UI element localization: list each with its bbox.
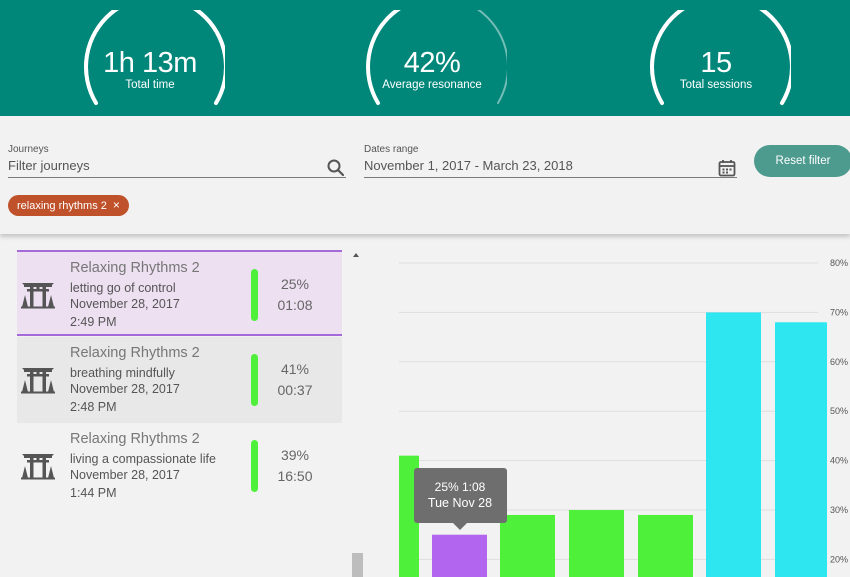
dates-range-input[interactable]: November 1, 2017 - March 23, 2018: [364, 156, 737, 178]
total-time-label: Total time: [125, 79, 175, 91]
journeys-filter-placeholder: Filter journeys: [8, 158, 90, 173]
dates-range-value: November 1, 2017 - March 23, 2018: [364, 158, 573, 173]
y-axis-tick-label: 50%: [830, 406, 848, 416]
search-icon[interactable]: [326, 158, 346, 178]
resonance-indicator: [251, 269, 258, 321]
session-time: 1:44 PM: [70, 486, 117, 500]
session-card[interactable]: Relaxing Rhythms 2 letting go of control…: [17, 250, 342, 336]
chart-bar[interactable]: [638, 514, 693, 577]
average-resonance-gauge: 42% Average resonance: [357, 10, 507, 116]
session-resonance: 41%: [280, 361, 310, 377]
session-duration: 01:08: [277, 297, 313, 313]
session-title: Relaxing Rhythms 2: [70, 431, 200, 447]
journey-filter-chip-label: relaxing rhythms 2: [17, 200, 107, 212]
chart-bar[interactable]: [432, 534, 487, 577]
temple-gate-icon: [21, 283, 55, 309]
session-date: November 28, 2017: [70, 468, 180, 482]
y-axis-tick-label: 70%: [830, 307, 848, 317]
gauge-arc-icon: [84, 10, 225, 105]
calendar-icon[interactable]: [717, 158, 737, 178]
total-time-gauge: 1h 13m Total time: [75, 10, 225, 116]
session-date: November 28, 2017: [70, 297, 180, 311]
resonance-indicator: [251, 440, 258, 492]
y-axis-tick-label: 30%: [830, 505, 848, 515]
session-card[interactable]: Relaxing Rhythms 2 breathing mindfully N…: [17, 337, 342, 423]
session-title: Relaxing Rhythms 2: [70, 345, 200, 361]
y-axis-tick-label: 60%: [830, 357, 848, 367]
temple-gate-icon: [21, 454, 55, 480]
resonance-indicator: [251, 354, 258, 406]
reset-filter-button[interactable]: Reset filter: [754, 145, 850, 177]
y-axis-tick-label: 80%: [830, 258, 848, 268]
journeys-label: Journeys: [8, 144, 49, 155]
session-title: Relaxing Rhythms 2: [70, 260, 200, 276]
gauge-arc-icon: [650, 10, 791, 105]
session-resonance: 25%: [280, 276, 310, 292]
average-resonance-value: 42%: [403, 47, 461, 79]
chart-bar[interactable]: [500, 514, 555, 577]
tooltip-arrow: [452, 522, 467, 530]
session-subtitle: living a compassionate life: [70, 452, 216, 466]
resonance-chart: 80% 70% 60% 50% 40% 30% 20% 25% 1:08 Tue Nov 2…: [366, 234, 850, 577]
session-time: 2:48 PM: [70, 400, 117, 414]
average-resonance-label: Average resonance: [382, 79, 482, 91]
y-axis-tick-label: 20%: [830, 554, 848, 564]
journeys-filter-input[interactable]: Filter journeys: [8, 156, 346, 178]
chart-bar[interactable]: [775, 322, 827, 577]
total-sessions-label: Total sessions: [679, 79, 753, 91]
close-icon[interactable]: ×: [112, 198, 120, 212]
temple-gate-icon: [21, 368, 55, 394]
tooltip-date: Tue Nov 28: [427, 495, 493, 510]
session-time: 2:49 PM: [70, 315, 117, 329]
session-card[interactable]: Relaxing Rhythms 2 living a compassionat…: [17, 423, 342, 509]
total-sessions-value: 15: [700, 47, 732, 79]
summary-header: 1h 13m Total time 42% Average resonance …: [0, 0, 850, 116]
scrollbar-thumb[interactable]: [352, 553, 363, 577]
session-subtitle: breathing mindfully: [70, 366, 175, 380]
session-duration: 16:50: [277, 468, 313, 484]
scroll-up-arrow-icon[interactable]: [353, 253, 359, 257]
session-date: November 28, 2017: [70, 382, 180, 396]
total-sessions-gauge: 15 Total sessions: [641, 10, 791, 116]
chart-bar[interactable]: [569, 510, 624, 577]
session-resonance: 39%: [280, 447, 310, 463]
gauge-arc-icon: [366, 10, 507, 105]
session-list[interactable]: Relaxing Rhythms 2 letting go of control…: [0, 234, 366, 577]
chart-tooltip: 25% 1:08 Tue Nov 28: [413, 467, 507, 530]
resonance-bar-chart: 80% 70% 60% 50% 40% 30% 20%: [399, 258, 848, 577]
journey-filter-chip[interactable]: relaxing rhythms 2 ×: [8, 195, 129, 216]
total-time-value: 1h 13m: [103, 47, 197, 79]
tooltip-value: 25% 1:08: [434, 479, 486, 494]
dates-range-label: Dates range: [364, 144, 419, 155]
filter-bar: Journeys Filter journeys Dates range Nov…: [0, 116, 850, 234]
chart-bar[interactable]: [706, 312, 761, 577]
session-subtitle: letting go of control: [70, 281, 176, 295]
y-axis-tick-label: 40%: [830, 456, 848, 466]
session-duration: 00:37: [277, 382, 313, 398]
